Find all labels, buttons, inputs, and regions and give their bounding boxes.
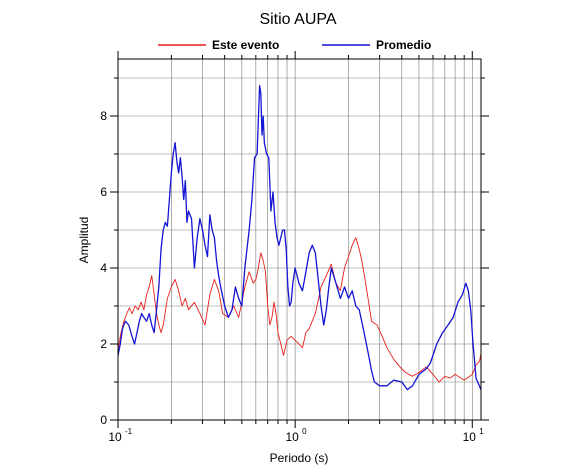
series-layer [117, 84, 482, 391]
series-line-este-evento [117, 237, 482, 383]
x-axis-label: Periodo (s) [270, 451, 329, 465]
x-tick-label: 10 [285, 430, 299, 444]
y-axis-ticks: 0 2 4 6 8 [100, 77, 489, 427]
series-line-promedio [117, 84, 482, 391]
y-axis-label: Amplitud [77, 217, 91, 264]
y-tick-label: 6 [100, 185, 107, 199]
plot-frame [117, 58, 482, 421]
y-tick-label: 0 [100, 413, 107, 427]
x-tick-exponent: 0 [302, 427, 307, 436]
legend-label-este-evento: Este evento [212, 38, 279, 52]
chart-title: Sitio AUPA [259, 11, 336, 28]
grid [117, 59, 481, 420]
x-axis-ticks: 10 -1 10 0 10 1 [108, 51, 484, 444]
x-tick-exponent: 1 [479, 427, 484, 436]
y-tick-label: 4 [100, 261, 107, 275]
x-tick-exponent: -1 [125, 427, 133, 436]
legend: Este evento Promedio [158, 38, 431, 52]
legend-label-promedio: Promedio [376, 38, 431, 52]
x-tick-label: 10 [108, 430, 122, 444]
y-tick-label: 2 [100, 337, 107, 351]
x-tick-label: 10 [463, 430, 477, 444]
y-tick-label: 8 [100, 109, 107, 123]
